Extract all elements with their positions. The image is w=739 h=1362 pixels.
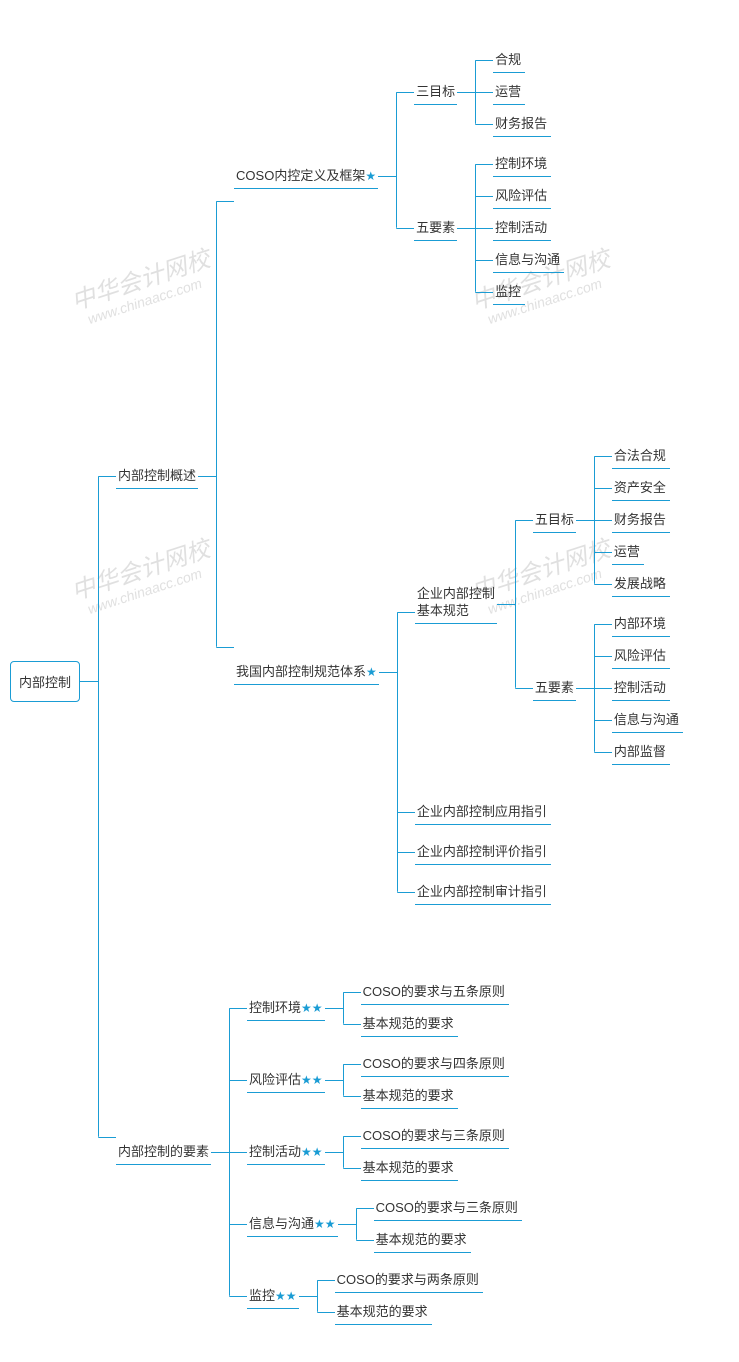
node-basic-spec: 企业内部控制基本规范 五目标	[397, 432, 683, 792]
node-label: 监控★★	[247, 1283, 299, 1309]
leaf: 基本规范的要求	[361, 1083, 458, 1109]
leaf: 内部环境	[612, 611, 670, 637]
node-label: 五目标	[533, 507, 576, 533]
leaf: 企业内部控制评价指引	[415, 839, 551, 865]
node-monitor: 监控★★ COSO的要求与两条原则 基本规范的要求	[229, 1260, 522, 1332]
node-coso-def: COSO内控定义及框架★ 三目标 合规	[216, 30, 683, 372]
root-label: 内部控制	[10, 661, 80, 702]
node-label: 内部控制概述	[116, 463, 198, 489]
leaf: 信息与沟通	[493, 247, 564, 273]
node-label: 内部控制的要素	[116, 1139, 211, 1165]
root-node: 内部控制	[10, 661, 98, 702]
leaf: 企业内部控制应用指引	[415, 799, 551, 825]
leaf: 风险评估	[612, 643, 670, 669]
node-label: 五要素	[414, 215, 457, 241]
leaf: COSO的要求与两条原则	[335, 1267, 483, 1293]
leaf: 信息与沟通	[612, 707, 683, 733]
leaf: COSO的要求与五条原则	[361, 979, 509, 1005]
node-label: 五要素	[533, 675, 576, 701]
node-three-goals: 三目标 合规 运营 财务报告	[396, 40, 564, 144]
leaf: 运营	[493, 79, 525, 105]
leaf: 基本规范的要求	[374, 1227, 471, 1253]
node-label: 我国内部控制规范体系★	[234, 659, 379, 685]
leaf: 资产安全	[612, 475, 670, 501]
leaf: 财务报告	[493, 111, 551, 137]
leaf: 企业内部控制审计指引	[415, 879, 551, 905]
leaf: 基本规范的要求	[335, 1299, 432, 1325]
leaf: 风险评估	[493, 183, 551, 209]
leaf: 控制环境	[493, 151, 551, 177]
node-five-elements-cn: 五要素 内部环境 风险评估 控制活动 信息与沟通 内部监督	[515, 604, 683, 772]
leaf: 控制活动	[612, 675, 670, 701]
leaf: COSO的要求与三条原则	[361, 1123, 509, 1149]
node-label: 企业内部控制基本规范	[415, 584, 497, 625]
leaf: 运营	[612, 539, 644, 565]
leaf: 内部监督	[612, 739, 670, 765]
leaf: COSO的要求与四条原则	[361, 1051, 509, 1077]
node-risk-assess: 风险评估★★ COSO的要求与四条原则 基本规范的要求	[229, 1044, 522, 1116]
node-label: 控制活动★★	[247, 1139, 325, 1165]
leaf: 财务报告	[612, 507, 670, 533]
node-label: 信息与沟通★★	[247, 1211, 338, 1237]
node-info-comm: 信息与沟通★★ COSO的要求与三条原则 基本规范的要求	[229, 1188, 522, 1260]
node-control-env: 控制环境★★ COSO的要求与五条原则 基本规范的要求	[229, 972, 522, 1044]
leaf: 基本规范的要求	[361, 1011, 458, 1037]
node-label: 三目标	[414, 79, 457, 105]
leaf: 合法合规	[612, 443, 670, 469]
node-five-elements-coso: 五要素 控制环境 风险评估 控制活动 信息与沟通 监控	[396, 144, 564, 312]
node-five-goals: 五目标 合法合规 资产安全 财务报告 运营 发展战略	[515, 436, 683, 604]
level1-children: 内部控制概述 COSO内控定义及框架★	[98, 20, 683, 1342]
node-overview: 内部控制概述 COSO内控定义及框架★	[98, 20, 683, 932]
leaf: 控制活动	[493, 215, 551, 241]
node-label: COSO内控定义及框架★	[234, 163, 378, 189]
mindmap-tree: 内部控制 内部控制概述 COSO内控定义及框架★	[10, 20, 729, 1342]
node-label: 控制环境★★	[247, 995, 325, 1021]
leaf: 合规	[493, 47, 525, 73]
leaf: COSO的要求与三条原则	[374, 1195, 522, 1221]
leaf: 监控	[493, 279, 525, 305]
node-elements: 内部控制的要素 控制环境★★ COSO的要求与五条原则 基本规范的要求	[98, 932, 683, 1342]
node-label: 风险评估★★	[247, 1067, 325, 1093]
node-control-act: 控制活动★★ COSO的要求与三条原则 基本规范的要求	[229, 1116, 522, 1188]
node-china-system: 我国内部控制规范体系★ 企业内部控制基本规范	[216, 372, 683, 922]
leaf: 基本规范的要求	[361, 1155, 458, 1181]
leaf: 发展战略	[612, 571, 670, 597]
